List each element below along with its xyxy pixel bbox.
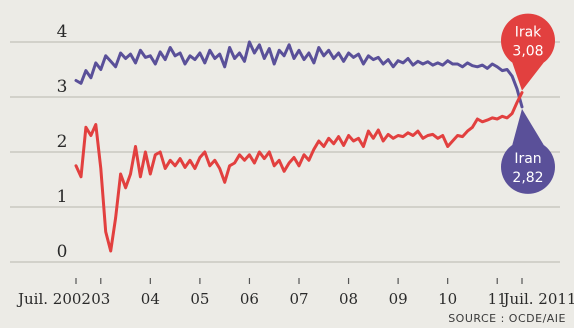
x-tick-label-0: Juil. 2002 (16, 290, 91, 308)
y-tick-label-4: 4 (57, 22, 68, 42)
y-tick-label-3: 3 (57, 77, 68, 97)
y-tick-label-0: 0 (57, 242, 68, 262)
callout-pointer-iran (512, 108, 544, 145)
x-tick-label-6: 08 (339, 290, 358, 308)
callout-value-iran: 2,82 (512, 170, 543, 186)
series-line-irak (74, 91, 524, 253)
gridlines (10, 41, 560, 263)
x-tick-label-9: 11 (488, 290, 507, 308)
x-tick-label-3: 05 (190, 290, 209, 308)
callout-bubble-irak (501, 13, 555, 68)
value-callouts: Irak 3,08 Iran 2,82 (501, 13, 555, 194)
callout-value-irak: 3,08 (512, 44, 543, 60)
callout-irak: Irak 3,08 (501, 13, 555, 91)
callout-bubble-iran (501, 139, 555, 194)
callout-name-irak: Irak (515, 25, 542, 41)
x-tick-label-1: 03 (91, 290, 110, 308)
callout-pointer-irak (512, 62, 544, 91)
y-tick-label-2: 2 (57, 132, 68, 152)
source-credit: SOURCE : OCDE/AIE (448, 312, 566, 325)
y-axis-tick-labels: 0 1 2 3 4 (57, 22, 68, 262)
x-tick-label-10: Juil. 2011 (502, 290, 574, 308)
series-line-iran (74, 40, 524, 109)
x-tick-label-5: 07 (289, 290, 308, 308)
x-tick-label-4: 06 (240, 290, 259, 308)
y-tick-label-1: 1 (57, 187, 68, 207)
x-tick-label-8: 10 (438, 290, 457, 308)
x-tick-label-2: 04 (141, 290, 160, 308)
x-tick-label-7: 09 (389, 290, 408, 308)
callout-name-iran: Iran (514, 151, 541, 167)
callout-iran: Iran 2,82 (501, 108, 555, 194)
series-lines (74, 40, 524, 253)
